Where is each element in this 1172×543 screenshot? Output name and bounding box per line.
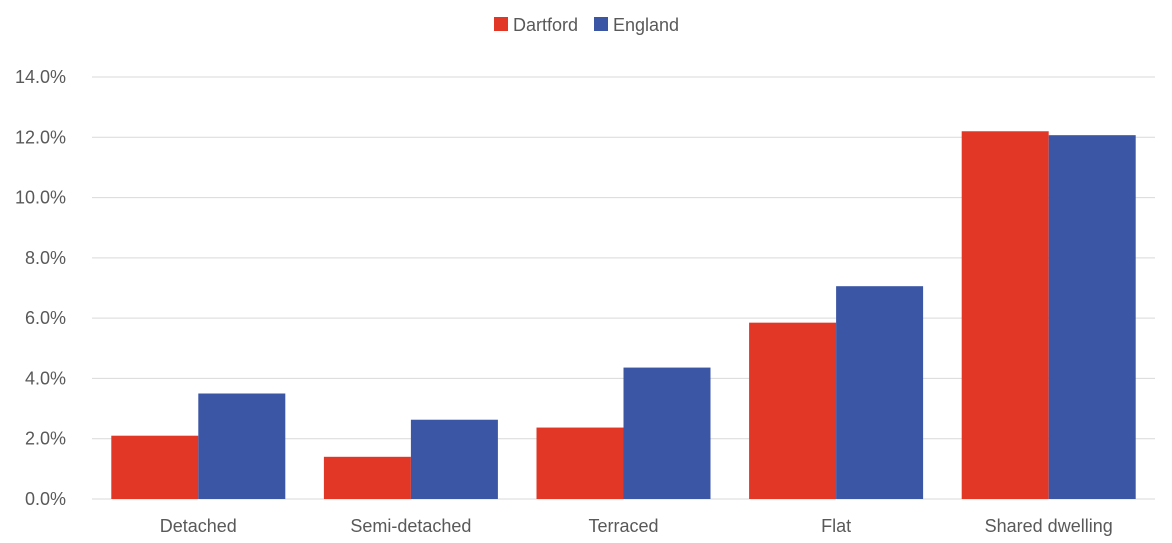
y-tick-label: 6.0% (25, 308, 66, 328)
bar-dartford-semi-detached (323, 456, 411, 499)
x-category-label: Detached (160, 516, 237, 536)
y-tick-label: 2.0% (25, 429, 66, 449)
y-tick-label: 10.0% (15, 188, 66, 208)
bar-england-flat (836, 286, 924, 499)
bars (111, 131, 1136, 499)
y-tick-label: 14.0% (15, 67, 66, 87)
bar-england-detached (198, 393, 286, 499)
legend-swatch-england (594, 17, 608, 31)
x-category-label: Semi-detached (350, 516, 471, 536)
y-tick-label: 12.0% (15, 127, 66, 147)
x-category-label: Shared dwelling (985, 516, 1113, 536)
y-tick-label: 8.0% (25, 248, 66, 268)
y-axis-tick-labels: 0.0% 2.0% 4.0% 6.0% 8.0% 10.0% 12.0% 14.0% (15, 67, 66, 509)
bar-dartford-detached (111, 435, 199, 499)
bar-dartford-terraced (536, 427, 624, 499)
bar-dartford-shared-dwelling (961, 131, 1049, 499)
x-axis-category-labels: Detached Semi-detached Terraced Flat Shared … (160, 516, 1113, 536)
bar-dartford-flat (749, 322, 837, 499)
legend-label-dartford: Dartford (513, 15, 578, 35)
x-category-label: Flat (821, 516, 851, 536)
bar-england-shared-dwelling (1048, 135, 1136, 499)
bar-england-terraced (623, 367, 711, 499)
chart-legend: Dartford England (494, 15, 679, 35)
bar-england-semi-detached (410, 419, 498, 499)
x-category-label: Terraced (588, 516, 658, 536)
y-tick-label: 4.0% (25, 368, 66, 388)
y-tick-label: 0.0% (25, 489, 66, 509)
legend-swatch-dartford (494, 17, 508, 31)
legend-label-england: England (613, 15, 679, 35)
